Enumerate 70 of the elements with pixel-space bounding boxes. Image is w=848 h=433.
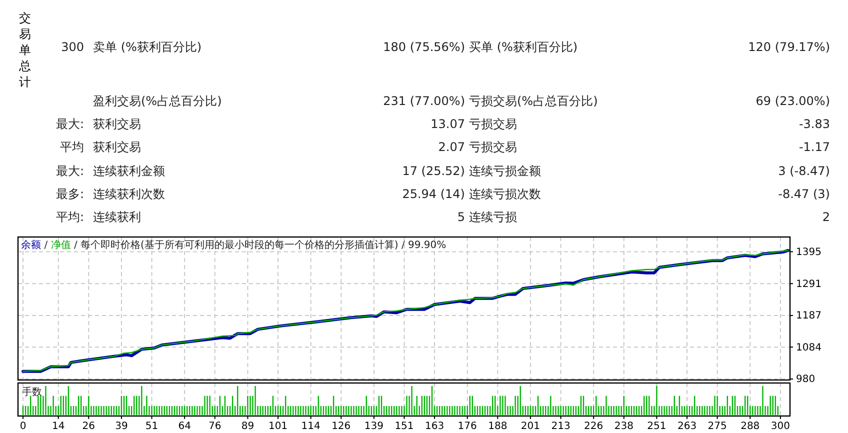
- y-tick-label: 1084: [796, 342, 822, 354]
- y-axis-title: 手数: [22, 386, 42, 398]
- text: 最大:: [56, 117, 84, 131]
- text: 亏损交易: [469, 140, 517, 154]
- text: 连续亏损金额: [469, 164, 541, 178]
- text: -1.17: [798, 140, 830, 154]
- text: 连续获利金额: [93, 164, 165, 178]
- x-tick-label: 76: [208, 421, 222, 432]
- text: 5: [457, 210, 465, 224]
- text: 300: [61, 40, 84, 54]
- text: 231 (77.00%): [383, 94, 465, 108]
- x-tick-label: 39: [115, 421, 128, 432]
- x-tick-label: 213: [551, 421, 570, 432]
- y-tick-label: 1187: [796, 310, 822, 322]
- x-tick-label: 275: [708, 421, 727, 432]
- text: 180 (75.56%): [383, 40, 465, 54]
- text: 连续亏损次数: [469, 187, 541, 201]
- text: 2: [822, 210, 830, 224]
- text: 2.07: [438, 140, 465, 154]
- x-tick-label: 226: [584, 421, 604, 432]
- text: 17 (25.52): [402, 164, 465, 178]
- x-tick-label: 26: [82, 421, 96, 432]
- text: 25.94 (14): [402, 187, 465, 201]
- x-tick-label: 288: [740, 421, 760, 432]
- text: 获利交易: [93, 117, 141, 131]
- x-tick-label: 14: [52, 421, 65, 432]
- x-tick-label: 151: [394, 421, 414, 432]
- text: 最多:: [56, 187, 84, 201]
- text: 卖单 (%获利百分比): [93, 40, 202, 54]
- y-tick-label: 1395: [796, 246, 822, 258]
- text: 亏损交易: [469, 117, 517, 131]
- x-tick-label: 201: [520, 421, 540, 432]
- text: 交易单总计: [18, 11, 31, 89]
- x-tick-label: 114: [301, 421, 320, 432]
- chart-title: / 每个即时价格(基于所有可利用的最小时段的每一个价格的分形插值计算) / 99.90%: [74, 239, 446, 251]
- text: 平均:: [56, 210, 84, 224]
- annotation: /: [44, 240, 51, 251]
- x-tick-label: 163: [424, 421, 444, 432]
- x-tick-label: 0: [20, 421, 26, 432]
- x-tick-label: 139: [364, 421, 384, 432]
- y-tick-label: 980: [796, 374, 816, 386]
- y-tick-label: 1291: [796, 278, 822, 290]
- x-tick-label: 300: [770, 421, 790, 432]
- text: -8.47 (3): [778, 187, 830, 201]
- text: 最大:: [56, 164, 84, 178]
- x-tick-label: 176: [458, 421, 477, 432]
- text: 平均: [60, 140, 84, 154]
- text: 获利交易: [93, 140, 141, 154]
- text: 连续获利次数: [93, 187, 165, 201]
- text: 亏损交易(%占总百分比): [469, 94, 598, 108]
- x-tick-label: 51: [145, 421, 158, 432]
- text: 余额: [21, 239, 41, 251]
- text: 买单 (%获利百分比): [469, 40, 578, 54]
- text: 连续获利: [93, 210, 141, 224]
- x-tick-label: 188: [488, 421, 508, 432]
- text: -3.83: [798, 117, 830, 131]
- x-tick-label: 101: [268, 421, 288, 432]
- x-tick-label: 263: [677, 421, 697, 432]
- x-tick-label: 89: [241, 421, 254, 432]
- text: 13.07: [430, 117, 465, 131]
- text: 净值: [50, 239, 71, 251]
- text: 120 (79.17%): [748, 40, 830, 54]
- x-tick-label: 64: [178, 421, 191, 432]
- text: 69 (23.00%): [756, 94, 830, 108]
- text: 连续亏损: [469, 210, 517, 224]
- x-tick-label: 251: [647, 421, 666, 432]
- text: 3 (-8.47): [778, 164, 830, 178]
- x-tick-label: 238: [614, 421, 634, 432]
- x-tick-label: 126: [332, 421, 351, 432]
- text: 盈利交易(%占总百分比): [93, 94, 222, 108]
